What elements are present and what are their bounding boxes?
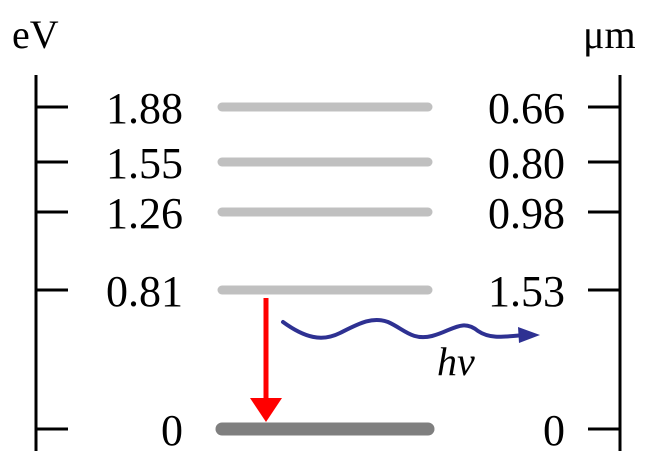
energy-label: 1.55 <box>106 139 183 188</box>
energy-level: 1.55 0.80 <box>36 139 620 188</box>
energy-label: 1.88 <box>106 84 183 133</box>
energy-level: 1.88 0.66 <box>36 84 620 133</box>
wavelength-label: 0.98 <box>488 189 565 238</box>
photon-wave <box>281 317 527 340</box>
energy-label: 0 <box>161 406 183 451</box>
wavelength-label: 0.66 <box>488 84 565 133</box>
right-unit-label: μm <box>583 12 636 57</box>
left-unit-label: eV <box>12 12 59 57</box>
transition-arrowhead <box>250 398 282 422</box>
wavelength-label: 0 <box>543 406 565 451</box>
energy-level: 0.81 1.53 <box>36 267 620 316</box>
energy-level: 1.26 0.98 <box>36 189 620 238</box>
photon-label: hv <box>437 339 475 384</box>
energy-levels: 1.88 0.661.55 0.801.26 0.980.81 1.530 0 <box>36 84 620 451</box>
photon-arrowhead <box>518 327 540 343</box>
energy-label: 1.26 <box>106 189 183 238</box>
wavelength-label: 0.80 <box>488 139 565 188</box>
wavelength-label: 1.53 <box>488 267 565 316</box>
energy-label: 0.81 <box>106 267 183 316</box>
